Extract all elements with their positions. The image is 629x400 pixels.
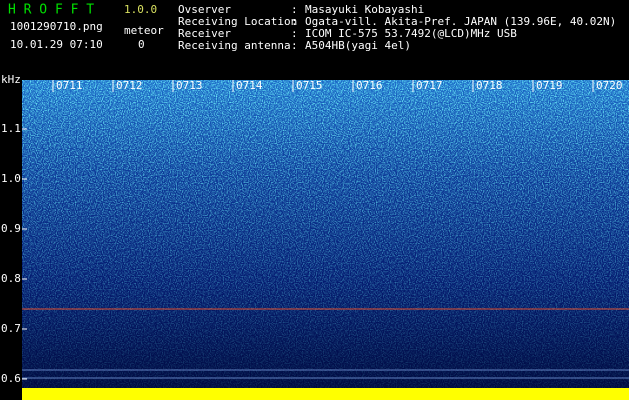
time-label: 0718 bbox=[476, 79, 503, 92]
meteor-bar bbox=[22, 388, 629, 400]
time-label: 0712 bbox=[116, 79, 143, 92]
info-label: Receiving antenna bbox=[178, 39, 291, 52]
time-label: 0720 bbox=[596, 79, 623, 92]
timestamp: 10.01.29 07:10 bbox=[10, 38, 103, 51]
time-label: 0719 bbox=[536, 79, 563, 92]
freq-label: 0.9 bbox=[1, 222, 21, 235]
freq-label: 0.7 bbox=[1, 322, 21, 335]
info-label: Ovserver bbox=[178, 3, 231, 16]
info-separator: : bbox=[291, 27, 298, 40]
info-label: Receiving Location bbox=[178, 15, 297, 28]
file-name: 1001290710.png bbox=[10, 20, 103, 33]
info-value: Ogata-vill. Akita-Pref. JAPAN (139.96E, … bbox=[305, 15, 616, 28]
freq-label: 0.8 bbox=[1, 272, 21, 285]
time-label: 0717 bbox=[416, 79, 443, 92]
info-label: Receiver bbox=[178, 27, 231, 40]
info-separator: : bbox=[291, 39, 298, 52]
freq-label: 0.6 bbox=[1, 372, 21, 385]
freq-label: 1.1 bbox=[1, 122, 21, 135]
spectrogram-noise bbox=[22, 80, 629, 388]
freq-label: 1.0 bbox=[1, 172, 21, 185]
info-separator: : bbox=[291, 3, 298, 16]
time-label: 0715 bbox=[296, 79, 323, 92]
meteor-label: meteor bbox=[124, 24, 164, 37]
time-label: 0716 bbox=[356, 79, 383, 92]
info-value: ICOM IC-575 53.7492(@LCD)MHz USB bbox=[305, 27, 517, 40]
info-separator: : bbox=[291, 15, 298, 28]
time-label: 0711 bbox=[56, 79, 83, 92]
info-value: A504HB(yagi 4el) bbox=[305, 39, 411, 52]
axis-unit: kHz bbox=[1, 73, 21, 86]
info-value: Masayuki Kobayashi bbox=[305, 3, 424, 16]
time-label: 0714 bbox=[236, 79, 263, 92]
time-label: 0713 bbox=[176, 79, 203, 92]
meteor-count: 0 bbox=[138, 38, 145, 51]
app-name: H R O F F T bbox=[8, 3, 94, 18]
version: 1.0.0 bbox=[124, 3, 157, 16]
